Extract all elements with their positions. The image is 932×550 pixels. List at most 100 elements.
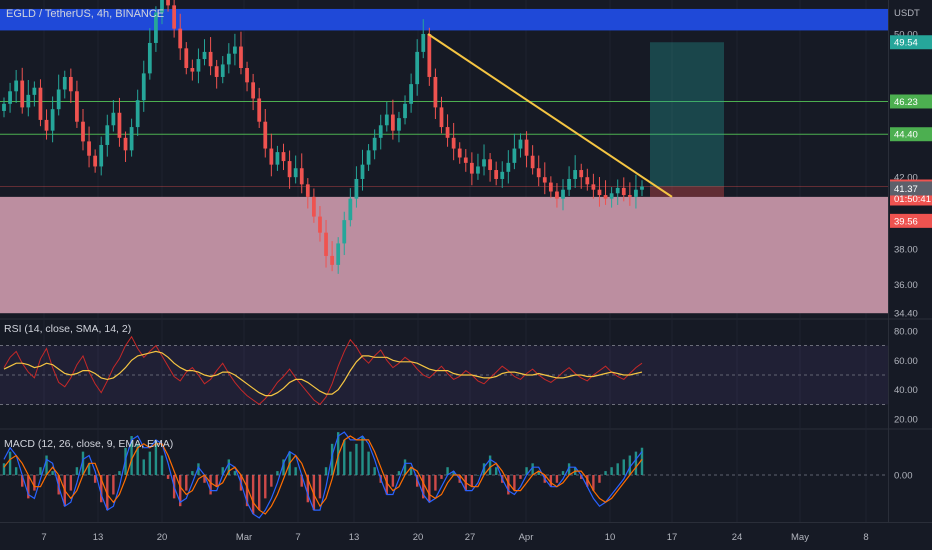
candle-body: [627, 195, 632, 197]
resistance-zone: [0, 8, 888, 31]
support-zone: [0, 196, 888, 314]
macd-histogram-bar: [106, 475, 109, 511]
candle-body: [500, 171, 505, 179]
time-tick-label: 7: [295, 532, 300, 543]
macd-histogram-bar: [531, 463, 534, 475]
candle-body: [62, 76, 67, 90]
position-target-zone: [650, 42, 724, 187]
macd-histogram-bar: [519, 475, 522, 479]
candle-body: [524, 139, 529, 156]
macd-histogram-bar: [373, 467, 376, 475]
macd-histogram-bar: [507, 475, 510, 495]
candle-body: [427, 34, 432, 77]
macd-histogram-bar: [215, 475, 218, 487]
candle-body: [585, 177, 590, 185]
candle-body: [172, 5, 177, 29]
macd-histogram-bar: [264, 475, 267, 499]
position-stop-zone: [650, 186, 724, 197]
candle-body: [105, 125, 110, 145]
time-tick-label: Apr: [519, 532, 534, 543]
candle-body: [567, 178, 571, 190]
macd-histogram-bar: [2, 463, 6, 475]
candle-body: [366, 150, 371, 165]
candle-body: [20, 80, 25, 108]
badge-46-23: [890, 94, 932, 109]
macd-histogram-bar: [197, 463, 200, 475]
candle-body: [409, 84, 413, 104]
candle-body: [269, 148, 274, 165]
macd-histogram-bar: [142, 459, 145, 475]
macd-histogram-bar: [488, 455, 492, 475]
macd-tick-label: 0.00: [894, 471, 913, 482]
rsi-tick-label: 20.00: [894, 415, 918, 426]
candle-body: [530, 155, 535, 169]
macd-histogram-bar: [148, 451, 152, 475]
candle-body: [403, 103, 407, 119]
candle-body: [147, 42, 152, 74]
time-tick-label: 7: [41, 532, 46, 543]
macd-histogram-bar: [355, 443, 358, 475]
macd-histogram-bar: [604, 471, 607, 475]
candle-body: [615, 187, 620, 194]
candle-body: [160, 0, 164, 13]
macd-histogram-bar: [361, 436, 364, 475]
candle-body: [287, 161, 292, 178]
macd-histogram-bar: [549, 475, 553, 487]
candle-body: [457, 148, 462, 158]
candle-body: [263, 121, 268, 149]
candle-body: [348, 198, 353, 221]
macd-histogram-bar: [136, 443, 139, 475]
macd-signal-line: [3, 435, 643, 515]
macd-histogram-bar: [397, 471, 401, 475]
candle-body: [573, 170, 578, 179]
candle-body: [2, 103, 6, 111]
candle-body: [32, 87, 37, 95]
macd-histogram-bar: [45, 455, 48, 475]
macd-histogram-bar: [494, 467, 498, 475]
candle-body: [293, 168, 298, 178]
candle-body: [378, 125, 383, 138]
macd-histogram-bar: [227, 459, 231, 475]
time-tick-label: 13: [93, 532, 104, 543]
candles: [2, 0, 644, 274]
candle-body: [330, 255, 334, 265]
macd-histogram-bar: [245, 475, 249, 507]
macd-histogram-bar: [233, 471, 237, 475]
currency-label: USDT: [894, 8, 920, 19]
macd-histogram-bar: [446, 467, 449, 475]
macd-histogram-bar: [39, 467, 42, 475]
macd-histogram-bar: [179, 475, 182, 507]
trendline: [427, 33, 673, 198]
candle-body: [421, 34, 426, 52]
price-tick-label: 36.00: [894, 280, 918, 291]
badge-39-56-text: 39.56: [894, 216, 918, 227]
macd-histogram-bar: [51, 471, 54, 475]
macd-histogram-bar: [336, 432, 340, 475]
candle-body: [384, 114, 389, 126]
macd-histogram-bar: [87, 463, 91, 475]
candle-body: [56, 89, 61, 110]
candle-body: [542, 177, 547, 183]
macd-histogram-bar: [415, 475, 419, 487]
macd-histogram-bar: [166, 475, 170, 479]
candle-body: [196, 59, 201, 72]
candle-body: [488, 159, 492, 171]
candle-body: [360, 164, 365, 179]
macd-histogram-bar: [622, 459, 625, 475]
candle-body: [512, 148, 517, 163]
candle-body: [129, 127, 134, 151]
macd-histogram-bar: [391, 475, 395, 487]
candle-body: [397, 118, 401, 131]
macd-histogram-bar: [367, 451, 370, 475]
macd-histogram-bar: [482, 463, 486, 475]
rsi-ma-line: [3, 350, 643, 397]
candle-body: [433, 76, 438, 108]
macd-histogram-bar: [318, 475, 322, 499]
candle-body: [135, 100, 140, 128]
candle-body: [257, 98, 262, 122]
macd-histogram-bar: [349, 451, 352, 475]
badge-49-54: [890, 35, 932, 50]
candle-body: [579, 170, 584, 178]
macd-histogram-bar: [81, 451, 85, 475]
